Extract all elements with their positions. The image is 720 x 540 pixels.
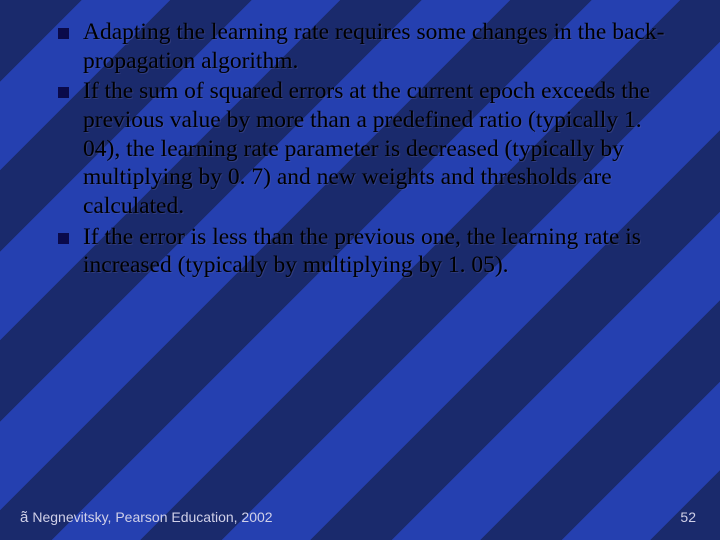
copyright-symbol: ã — [20, 509, 28, 526]
square-bullet-icon — [58, 28, 69, 39]
bullet-text: If the error is less than the previous o… — [83, 223, 680, 280]
bullet-text: Adapting the learning rate requires some… — [83, 18, 680, 75]
copyright-label: Negnevitsky, Pearson Education, 2002 — [32, 509, 272, 525]
bullet-item: Adapting the learning rate requires some… — [58, 18, 680, 75]
square-bullet-icon — [58, 87, 69, 98]
page-number: 52 — [680, 509, 696, 525]
slide-body: Adapting the learning rate requires some… — [58, 18, 680, 282]
slide-footer: ãNegnevitsky, Pearson Education, 2002 52 — [20, 509, 696, 526]
slide: Adapting the learning rate requires some… — [0, 0, 720, 540]
bullet-item: If the sum of squared errors at the curr… — [58, 77, 680, 220]
bullet-text: If the sum of squared errors at the curr… — [83, 77, 680, 220]
copyright-text: ãNegnevitsky, Pearson Education, 2002 — [20, 509, 273, 526]
bullet-item: If the error is less than the previous o… — [58, 223, 680, 280]
square-bullet-icon — [58, 233, 69, 244]
